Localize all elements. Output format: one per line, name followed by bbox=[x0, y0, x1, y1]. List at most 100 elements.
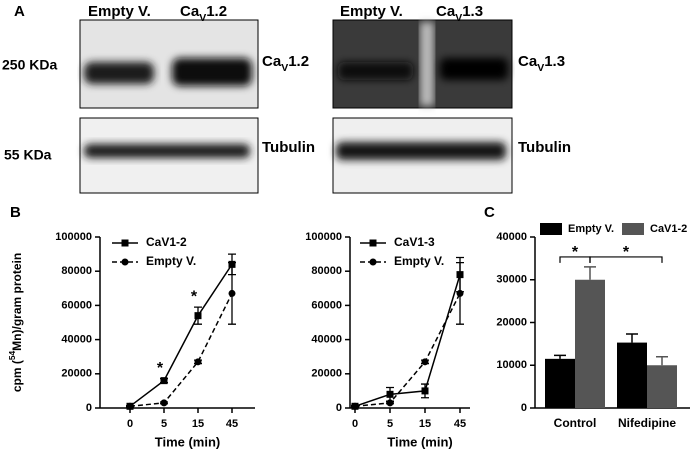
band bbox=[84, 62, 154, 84]
marker bbox=[386, 399, 394, 407]
marker bbox=[228, 289, 236, 297]
band-label-part: V bbox=[537, 62, 544, 74]
lane-label: Empty V. bbox=[340, 3, 403, 20]
y-axis-title-part: 54 bbox=[7, 350, 17, 360]
annotation: * bbox=[191, 288, 198, 305]
x-tick-label: 15 bbox=[192, 418, 204, 430]
y-axis-title-part: Mn)/gram protein bbox=[10, 253, 24, 351]
band-label-part: Ca bbox=[518, 53, 538, 70]
y-tick-label: 10000 bbox=[496, 359, 527, 371]
legend-marker bbox=[121, 258, 129, 266]
artifact bbox=[420, 22, 434, 106]
legend-label: Empty V. bbox=[394, 254, 444, 268]
legend-marker bbox=[369, 258, 377, 266]
error-bar bbox=[554, 354, 566, 359]
lane-label: CaV1.3 bbox=[436, 3, 483, 24]
series-line bbox=[129, 263, 233, 407]
marker bbox=[194, 358, 202, 366]
x-tick-label: 45 bbox=[454, 418, 466, 430]
y-tick-label: 100000 bbox=[305, 231, 342, 243]
x-axis-title: Time (min) bbox=[155, 434, 221, 449]
lane-label-part: 1.2 bbox=[206, 3, 227, 20]
band bbox=[336, 142, 506, 160]
y-tick-label: 0 bbox=[86, 402, 92, 414]
error-bar bbox=[584, 266, 596, 280]
panel-label: C bbox=[484, 204, 495, 221]
bracket bbox=[589, 256, 663, 263]
lane-label-part: V bbox=[199, 12, 206, 24]
lane-label: Empty V. bbox=[88, 3, 151, 20]
y-tick-label: 60000 bbox=[61, 299, 92, 311]
marker bbox=[456, 289, 464, 297]
band-label: CaV1.3 bbox=[518, 53, 565, 74]
y-tick-label: 20000 bbox=[61, 368, 92, 380]
x-tick-label: 5 bbox=[387, 418, 393, 430]
y-tick-label: 100000 bbox=[55, 231, 92, 243]
band-label-part: 1.2 bbox=[288, 53, 309, 70]
marker bbox=[421, 358, 429, 366]
legend-label: Empty V. bbox=[568, 223, 614, 235]
lane-label-part: Ca bbox=[436, 3, 456, 20]
marker bbox=[126, 402, 134, 410]
series-line bbox=[129, 293, 233, 408]
bar bbox=[545, 358, 575, 408]
bar bbox=[575, 279, 605, 408]
band bbox=[440, 58, 508, 80]
series-line bbox=[354, 293, 461, 408]
marker bbox=[386, 390, 394, 398]
legend-label: CaV1-3 bbox=[394, 235, 435, 249]
y-tick-label: 40000 bbox=[496, 231, 527, 243]
band bbox=[172, 58, 252, 86]
y-tick-label: 0 bbox=[521, 402, 527, 414]
y-tick-label: 40000 bbox=[61, 334, 92, 346]
lane-label-part: 1.3 bbox=[462, 3, 483, 20]
legend-swatch bbox=[622, 223, 644, 235]
lane-label-part: Ca bbox=[180, 3, 200, 20]
bar bbox=[617, 342, 647, 408]
bar bbox=[647, 365, 677, 408]
error-bar bbox=[626, 333, 638, 343]
y-axis-title-part: cpm ( bbox=[10, 360, 24, 392]
band-label: Tubulin bbox=[262, 139, 315, 156]
series-line bbox=[354, 274, 461, 407]
x-tick-label: Nifedipine bbox=[618, 416, 676, 430]
band-label-part: V bbox=[281, 62, 288, 74]
y-axis-title: cpm (54Mn)/gram protein bbox=[7, 253, 24, 392]
y-tick-label: 80000 bbox=[311, 265, 342, 277]
band-label-part: Ca bbox=[262, 53, 282, 70]
legend-swatch bbox=[540, 223, 562, 235]
x-tick-label: 45 bbox=[226, 418, 238, 430]
legend-marker bbox=[121, 239, 129, 247]
band bbox=[338, 62, 413, 80]
mw-marker: 250 KDa bbox=[2, 57, 57, 73]
x-tick-label: 0 bbox=[352, 418, 358, 430]
mw-marker: 55 KDa bbox=[4, 147, 52, 163]
legend-marker bbox=[369, 239, 377, 247]
band-label: CaV1.2 bbox=[262, 53, 309, 74]
y-tick-label: 30000 bbox=[496, 274, 527, 286]
marker bbox=[351, 402, 359, 410]
legend-label: CaV1-2 bbox=[650, 223, 687, 235]
annotation: * bbox=[157, 360, 164, 377]
y-tick-label: 40000 bbox=[311, 334, 342, 346]
legend-label: CaV1-2 bbox=[146, 235, 187, 249]
legend-label: Empty V. bbox=[146, 254, 196, 268]
x-tick-label: 5 bbox=[161, 418, 167, 430]
y-tick-label: 80000 bbox=[61, 265, 92, 277]
marker bbox=[421, 387, 429, 395]
y-tick-label: 20000 bbox=[311, 368, 342, 380]
band-label: Tubulin bbox=[518, 139, 571, 156]
x-tick-label: 15 bbox=[419, 418, 431, 430]
band bbox=[84, 144, 250, 158]
annotation: * bbox=[623, 244, 630, 261]
lane-label-part: V bbox=[455, 12, 462, 24]
band-label-part: 1.3 bbox=[544, 53, 565, 70]
annotation: * bbox=[572, 244, 579, 261]
x-tick-label: Control bbox=[554, 416, 597, 430]
blot-images bbox=[79, 19, 513, 194]
marker bbox=[160, 377, 168, 385]
y-tick-label: 60000 bbox=[311, 299, 342, 311]
error-bar bbox=[656, 355, 668, 366]
x-axis-title: Time (min) bbox=[387, 434, 453, 449]
lane-label: CaV1.2 bbox=[180, 3, 227, 24]
